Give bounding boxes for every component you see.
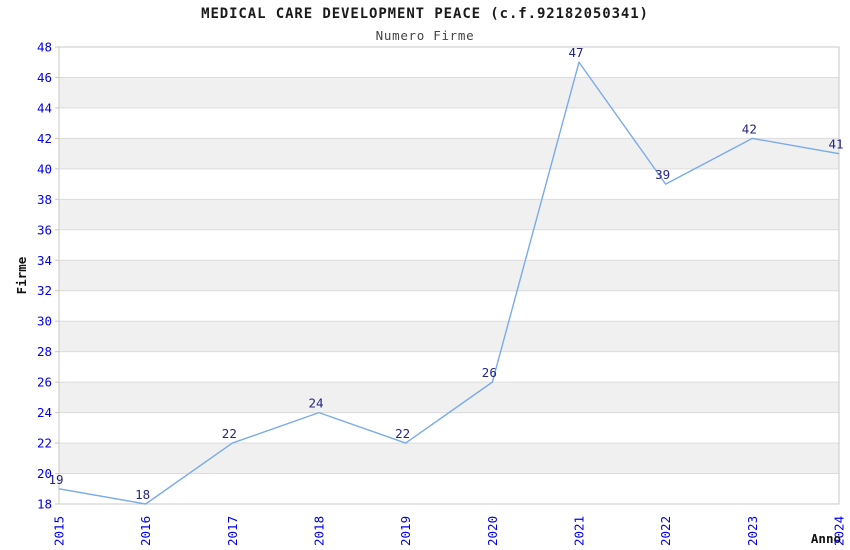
y-tick-label: 34 — [37, 253, 52, 268]
data-label: 22 — [222, 426, 237, 441]
plot-band — [59, 47, 839, 78]
data-label: 47 — [568, 45, 583, 60]
x-tick-label: 2021 — [572, 516, 587, 546]
plot-band — [59, 168, 839, 200]
y-tick-label: 32 — [37, 283, 52, 298]
x-tick-label: 2023 — [745, 516, 760, 546]
data-label: 18 — [135, 487, 150, 502]
data-label: 22 — [395, 426, 410, 441]
plot-band — [59, 412, 839, 444]
data-label: 19 — [48, 472, 63, 487]
plot-band — [59, 77, 839, 108]
plot-band — [59, 351, 839, 383]
y-tick-label: 46 — [37, 70, 52, 85]
y-tick-label: 48 — [37, 40, 52, 55]
y-tick-label: 38 — [37, 192, 52, 207]
x-tick-label: 2024 — [832, 516, 847, 546]
x-tick-label: 2022 — [658, 516, 673, 546]
plot-band — [59, 107, 839, 139]
y-tick-label: 30 — [37, 314, 52, 329]
x-tick-label: 2019 — [398, 516, 413, 546]
data-label: 26 — [482, 365, 497, 380]
y-tick-label: 26 — [37, 375, 52, 390]
x-axis-label: Anno — [811, 531, 841, 546]
x-tick-label: 2018 — [312, 516, 327, 546]
x-tick-label: 2015 — [52, 516, 67, 546]
plot-band — [59, 382, 839, 413]
plot-band — [59, 138, 839, 169]
data-label: 42 — [742, 121, 757, 136]
y-axis-label: Firme — [14, 256, 29, 294]
y-tick-label: 24 — [37, 405, 52, 420]
chart-title: MEDICAL CARE DEVELOPMENT PEACE (c.f.9218… — [201, 6, 649, 22]
x-tick-label: 2020 — [485, 516, 500, 546]
y-tick-label: 36 — [37, 222, 52, 237]
plot-band — [59, 199, 839, 230]
y-tick-label: 22 — [37, 436, 52, 451]
y-tick-label: 28 — [37, 344, 52, 359]
y-tick-label: 44 — [37, 100, 52, 115]
plot-border — [58, 46, 840, 505]
chart-subtitle: Numero Firme — [375, 28, 475, 43]
y-tick-label: 18 — [37, 497, 52, 512]
data-label: 41 — [828, 137, 843, 152]
plot-band — [59, 229, 839, 261]
plot-band — [59, 443, 839, 474]
series-line — [58, 61, 840, 505]
y-tick-label: 42 — [37, 131, 52, 146]
data-label: 39 — [655, 167, 670, 182]
plot-band — [59, 260, 839, 291]
plot-band — [59, 473, 839, 504]
y-tick-label: 20 — [37, 466, 52, 481]
x-tick-label: 2017 — [225, 516, 240, 546]
plot-band — [59, 290, 839, 322]
x-tick-label: 2016 — [138, 516, 153, 546]
plot-band — [59, 321, 839, 352]
y-tick-label: 40 — [37, 161, 52, 176]
data-label: 24 — [308, 396, 323, 411]
